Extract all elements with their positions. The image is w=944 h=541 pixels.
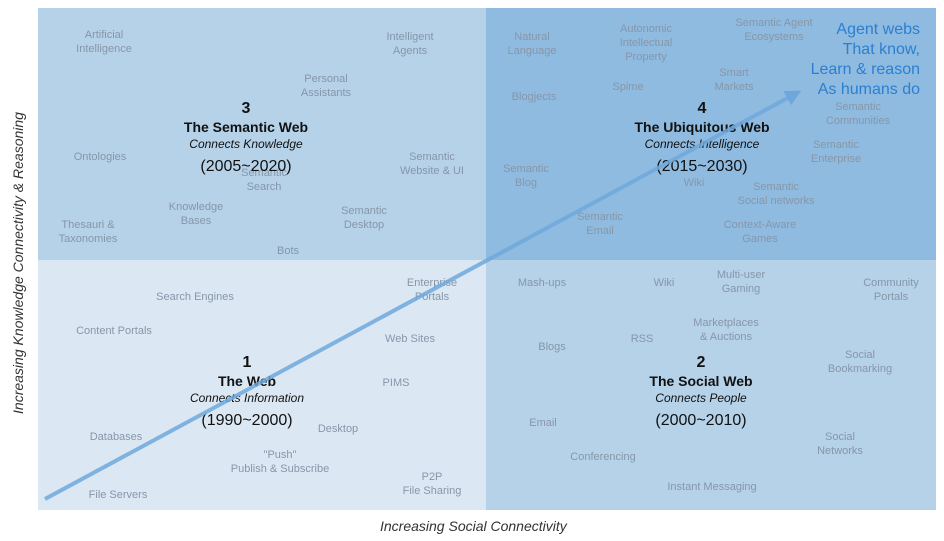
quadrant-ubiquitous-web: Natural Language Autonomic Intellectual … [486, 8, 936, 260]
term-pims: PIMS [382, 377, 410, 389]
term-mash-ups: Mash-ups [517, 277, 567, 289]
term-spime: Spime [612, 81, 644, 93]
term-knowledge-bases: Knowledge Bases [168, 201, 224, 227]
term-email: Email [529, 417, 557, 429]
term-social-bookmarking: Social Bookmarking [827, 349, 893, 375]
term-natural-language: Natural Language [507, 31, 557, 57]
quadrant-1-name: The Web [217, 373, 277, 389]
term-conferencing: Conferencing [570, 451, 636, 463]
quadrant-4-years: (2015~2030) [656, 158, 748, 175]
term-blogs: Blogs [538, 341, 566, 353]
term-smart-markets: Smart Markets [714, 67, 754, 93]
quadrant-4-name: The Ubiquitous Web [634, 119, 770, 135]
term-intelligent-agents: Intelligent Agents [386, 31, 434, 57]
quadrant-3-years: (2005~2020) [200, 158, 292, 175]
term-semantic-search: Semantic Search [241, 167, 287, 193]
quadrant-web: Search Engines Enterprise Portals Conten… [38, 260, 486, 510]
term-rss: RSS [630, 333, 654, 345]
quadrant-1-title: 1 The Web Connects Information (1990~200… [190, 354, 304, 432]
term-p2p-file-sharing: P2P File Sharing [402, 471, 462, 497]
quadrant-3-name: The Semantic Web [183, 119, 309, 135]
quadrant-2-title: 2 The Social Web Connects People (2000~2… [649, 354, 752, 432]
term-social-networks: Social Networks [817, 431, 863, 457]
quadrant-1-subtitle: Connects Information [189, 391, 305, 405]
term-bots: Bots [276, 245, 300, 257]
term-wiki-semantic: Wiki [683, 177, 705, 189]
term-ontologies: Ontologies [73, 151, 127, 163]
term-thesauri-taxonomies: Thesauri & Taxonomies [58, 219, 118, 245]
term-semantic-desktop: Semantic Desktop [341, 205, 387, 231]
arrow-line [44, 90, 802, 501]
term-personal-assistants: Personal Assistants [300, 73, 352, 99]
quadrant-2-number: 2 [696, 354, 706, 371]
term-semantic-blog: Semantic Blog [503, 163, 549, 189]
term-wiki: Wiki [653, 277, 675, 289]
quadrant-4-title: 4 The Ubiquitous Web Connects Intelligen… [634, 100, 769, 178]
term-marketplaces-auctions: Marketplaces & Auctions [693, 317, 759, 343]
term-content-portals: Content Portals [76, 325, 152, 337]
term-autonomic-ip: Autonomic Intellectual Property [619, 23, 673, 63]
quadrant-3-number: 3 [241, 100, 251, 117]
quadrant-4-number: 4 [697, 100, 707, 117]
term-community-portals: Community Portals [863, 277, 919, 303]
term-search-engines: Search Engines [156, 291, 234, 303]
quadrant-2-name: The Social Web [649, 373, 753, 389]
term-semantic-website-ui: Semantic Website & UI [400, 151, 464, 177]
vision-statement: Agent webs That know, Learn & reason As … [810, 21, 920, 98]
term-semantic-communities: Semantic Communities [825, 101, 891, 127]
term-web-sites: Web Sites [385, 333, 435, 345]
quadrant-1-years: (1990~2000) [201, 412, 293, 429]
term-databases: Databases [89, 431, 143, 443]
quadrant-2-subtitle: Connects People [655, 391, 747, 405]
term-semantic-agent-ecosystems: Semantic Agent Ecosystems [735, 17, 813, 43]
term-semantic-email: Semantic Email [577, 211, 623, 237]
term-push-publish-subscribe: "Push" Publish & Subscribe [230, 449, 330, 475]
term-context-aware-games: Context-Aware Games [723, 219, 797, 245]
term-file-servers: File Servers [88, 489, 148, 501]
term-multi-user-gaming: Multi-user Gaming [716, 269, 766, 295]
term-desktop: Desktop [317, 423, 359, 435]
x-axis-label: Increasing Social Connectivity [380, 518, 567, 534]
quadrant-3-title: 3 The Semantic Web Connects Knowledge (2… [184, 100, 308, 178]
term-instant-messaging: Instant Messaging [667, 481, 757, 493]
quadrant-3-subtitle: Connects Knowledge [189, 137, 303, 151]
quadrant-social-web: Mash-ups Wiki Multi-user Gaming Communit… [486, 260, 936, 510]
quadrant-1-number: 1 [242, 354, 252, 371]
term-semantic-social-networks: Semantic Social networks [737, 181, 815, 207]
quadrant-2-years: (2000~2010) [655, 412, 747, 429]
term-blogjects: Blogjects [511, 91, 557, 103]
term-artificial-intelligence: Artificial Intelligence [76, 29, 132, 55]
term-semantic-enterprise: Semantic Enterprise [810, 139, 862, 165]
term-enterprise-portals: Enterprise Portals [406, 277, 458, 303]
quadrant-semantic-web: Artificial Intelligence Intelligent Agen… [38, 8, 486, 260]
